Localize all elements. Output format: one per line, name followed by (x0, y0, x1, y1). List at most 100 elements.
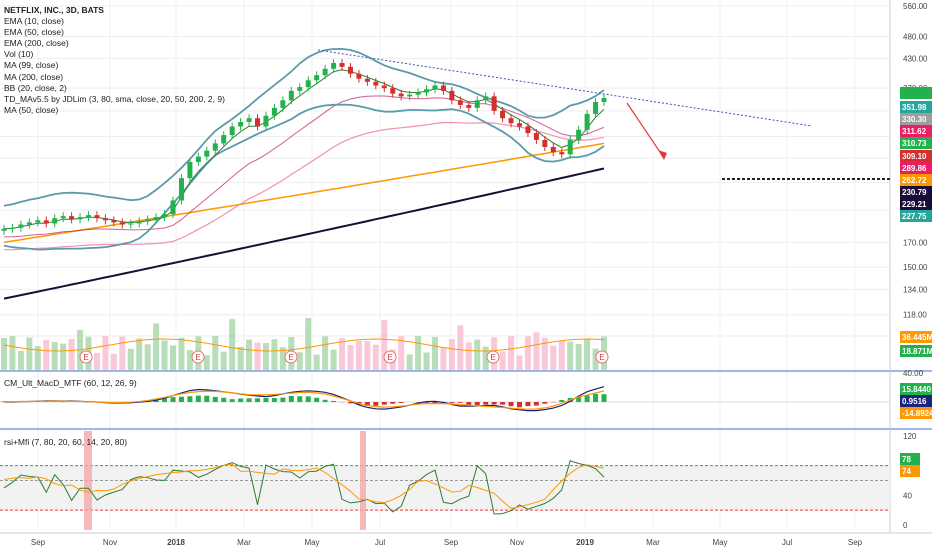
price-tag-label: 289.86 (902, 164, 927, 173)
macd-histogram-bar (525, 402, 531, 407)
mfi-line (3, 463, 605, 509)
candle-body (314, 75, 320, 81)
macd-histogram-bar (178, 396, 184, 402)
candle-body (347, 66, 353, 74)
volume-bar (127, 348, 134, 370)
macd-histogram-bar (271, 398, 277, 402)
volume-bar (136, 338, 143, 370)
macd-histogram-bar (593, 393, 599, 402)
volume-bar (119, 336, 126, 370)
candle-body (145, 219, 151, 222)
candle-body (60, 216, 66, 219)
macd-histogram-bar (542, 402, 548, 404)
candle-body (280, 100, 286, 108)
candle-body (550, 146, 556, 153)
price-tag-label: 330.30 (902, 115, 927, 124)
volume-bar (110, 353, 117, 370)
earnings-marker (383, 350, 397, 364)
legend-ma200[interactable]: MA (200, close) (4, 71, 64, 82)
price-tag-label: 230.79 (902, 188, 927, 197)
rsi-label[interactable]: rsi+Mfi (7, 80, 20, 60, 14, 20, 80) (4, 437, 128, 447)
candle-body (229, 126, 235, 136)
bb-upper-line (3, 47, 605, 207)
candle-body (322, 68, 328, 76)
earnings-marker (284, 350, 298, 364)
rsi-highlight (360, 431, 366, 530)
earnings-marker-label: E (387, 353, 392, 362)
volume-bar (474, 339, 481, 370)
volume-bar (423, 352, 430, 370)
volume-bar (203, 355, 210, 370)
volume-bar (34, 346, 41, 370)
macd-tag (900, 407, 932, 419)
x-tick-label: Jul (375, 538, 385, 547)
candle-body (457, 100, 463, 105)
candle-body (255, 118, 261, 127)
price-tag (900, 198, 932, 210)
macd-pane[interactable] (0, 386, 890, 412)
volume-tag (900, 331, 932, 343)
candle-body (77, 217, 83, 220)
y-tick-label: 170.00 (903, 238, 928, 247)
volume-bar (431, 336, 438, 370)
volume-bar (339, 338, 346, 370)
volume-bar (271, 339, 278, 370)
macd-histogram-bar (516, 402, 522, 408)
volume-bar (448, 339, 455, 370)
rsi-pane[interactable] (0, 431, 890, 530)
grid (0, 0, 932, 534)
candle-body (567, 139, 573, 155)
candle-body (331, 63, 337, 69)
x-tick-label: Sep (31, 538, 46, 547)
price-tag-label: 227.75 (902, 212, 927, 221)
volume-bar (1, 338, 7, 370)
candle-body (601, 98, 607, 103)
legend-ma50[interactable]: MA (50, close) (4, 104, 59, 115)
volume-bar (237, 346, 244, 370)
macd-histogram-bar (212, 396, 218, 402)
x-tick-label: Nov (510, 538, 524, 547)
candle-body (35, 220, 41, 223)
price-tag (900, 125, 932, 137)
macd-histogram-bar (305, 396, 311, 402)
x-tick-label: Nov (103, 538, 117, 547)
legend-ema10[interactable]: EMA (10, close) (4, 16, 64, 27)
candle-body (483, 96, 489, 101)
candle-body (195, 156, 201, 162)
candle-body (491, 96, 497, 111)
volume-bar (440, 347, 447, 370)
macd-histogram-bar (381, 402, 387, 405)
candle-body (432, 85, 438, 90)
macd-histogram-bar (601, 394, 607, 402)
x-tick-label: Mar (646, 538, 660, 547)
candle-body (94, 215, 100, 219)
candle-body (204, 150, 210, 157)
rsi-y-tick: 40 (903, 491, 912, 500)
candle-body (263, 115, 269, 127)
legend-ma99[interactable]: MA (99, close) (4, 60, 59, 71)
volume-bar (212, 336, 219, 370)
legend-tdma[interactable]: TD_MAv5.5 by JDLim (3, 80, sma, close, 2… (4, 93, 225, 104)
macd-histogram-bar (424, 402, 430, 403)
macd-histogram-bar (221, 397, 227, 402)
candle-body (111, 220, 117, 223)
candle-body (162, 214, 168, 218)
volume-bar (102, 336, 109, 370)
candle-body (449, 90, 455, 101)
candle-body (238, 121, 244, 127)
legend-ema200[interactable]: EMA (200, close) (4, 38, 69, 49)
candle-body (170, 200, 176, 215)
macd-histogram-bar (500, 402, 506, 405)
legend-bb[interactable]: BB (20, close, 2) (4, 82, 67, 93)
macd-tag-label: 15.8440 (902, 385, 931, 394)
legend-ema50[interactable]: EMA (50, close) (4, 27, 64, 38)
macd-label[interactable]: CM_Ult_MacD_MTF (60, 12, 26, 9) (4, 378, 137, 388)
macd-histogram-bar (390, 402, 396, 404)
legend-vol[interactable]: Vol (10) (4, 49, 34, 60)
earnings-marker (191, 350, 205, 364)
candle-body (398, 93, 404, 97)
volume-bar (144, 344, 151, 370)
volume-bar (406, 354, 413, 370)
